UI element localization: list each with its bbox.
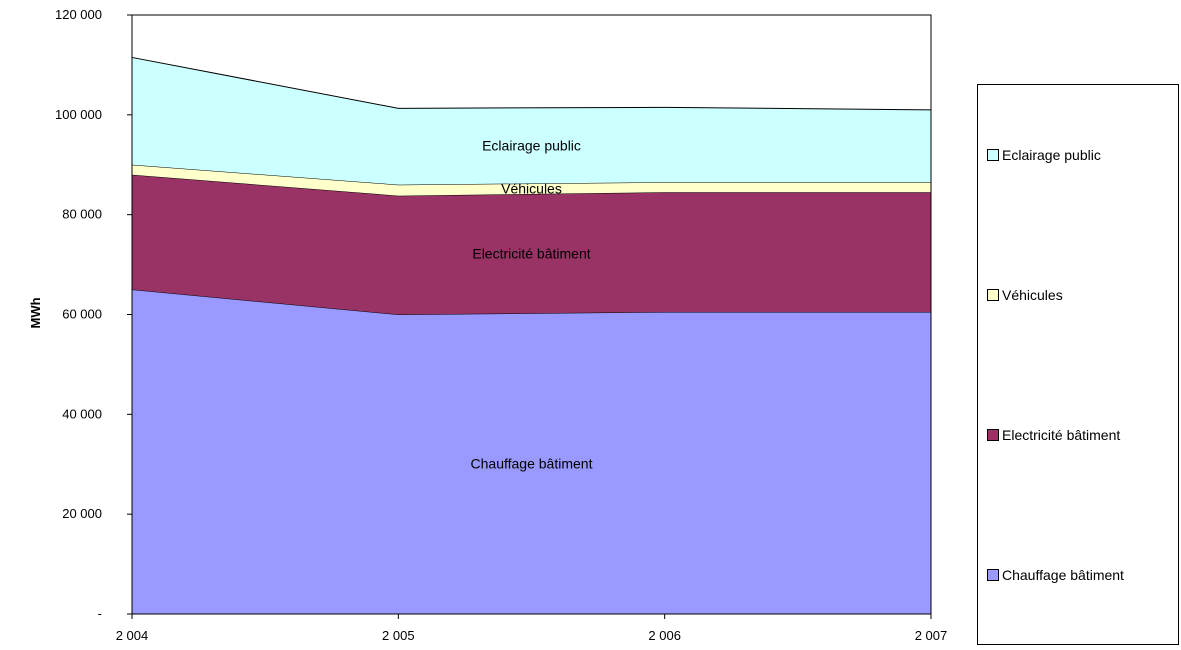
x-tick-label: 2 007 [915, 628, 948, 643]
y-tick-label: 20 000 [62, 506, 102, 521]
legend-label: Electricité bâtiment [1002, 427, 1121, 443]
x-tick-labels: 2 004 2 005 2 006 2 007 [116, 628, 948, 643]
y-tick-labels: - 20 000 40 000 60 000 80 000 100 000 120 000 [55, 7, 102, 621]
area-label-eclairage-public: Eclairage public [482, 138, 581, 154]
x-tick-label: 2 004 [116, 628, 149, 643]
area-edge-vehicules [131, 164, 931, 186]
area-labels: Chauffage bâtiment Electricité bâtiment Vé… [471, 138, 593, 472]
legend-label: Véhicules [1002, 287, 1063, 303]
area-chauffage-batiment [132, 289, 931, 614]
legend-label: Eclairage public [1002, 147, 1101, 163]
y-tick-label: - [98, 606, 102, 621]
area-edge-eclairage-public [131, 56, 932, 111]
legend-swatch [987, 289, 999, 301]
y-tick-label: 80 000 [62, 207, 102, 222]
areas-layer [131, 56, 932, 614]
area-electricite-batiment [132, 174, 931, 315]
area-vehicules [132, 164, 931, 196]
area-label-chauffage-batiment: Chauffage bâtiment [471, 456, 593, 472]
y-tick-label: 120 000 [55, 7, 102, 22]
legend-item-vehicules: Véhicules [987, 287, 1063, 303]
legend-swatch [987, 429, 999, 441]
x-tick-label: 2 005 [382, 628, 415, 643]
y-tick-label: 40 000 [62, 406, 102, 421]
y-tick-label: 100 000 [55, 107, 102, 122]
legend: Eclairage public Véhicules Electricité bât… [977, 84, 1179, 645]
legend-item-electricite-batiment: Electricité bâtiment [987, 427, 1120, 443]
axes-layer [127, 14, 932, 619]
legend-item-chauffage-batiment: Chauffage bâtiment [987, 567, 1124, 583]
legend-label: Chauffage bâtiment [1002, 567, 1124, 583]
area-label-vehicules: Véhicules [501, 181, 562, 197]
x-tick-label: 2 006 [648, 628, 681, 643]
legend-swatch [987, 149, 999, 161]
legend-swatch [987, 569, 999, 581]
area-eclairage-public [132, 57, 931, 185]
legend-item-eclairage-public: Eclairage public [987, 147, 1101, 163]
y-tick-label: 60 000 [62, 307, 102, 322]
y-axis-title: MWh [28, 297, 43, 328]
area-label-electricite-batiment: Electricité bâtiment [472, 246, 590, 262]
